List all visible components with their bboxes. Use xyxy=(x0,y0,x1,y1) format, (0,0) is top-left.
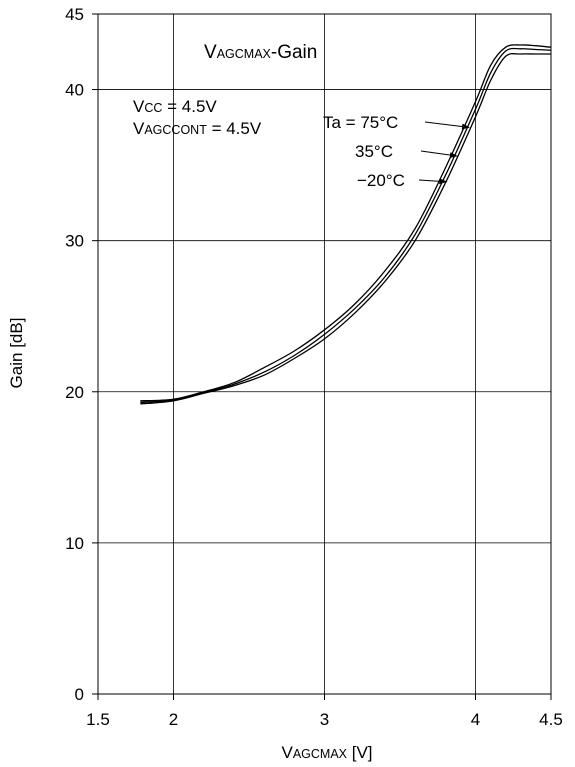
axis-ticks: 1.5 2 3 4 4.5 0 10 20 30 40 45 xyxy=(65,5,563,729)
y-tick-label: 40 xyxy=(65,81,84,100)
y-tick-label: 0 xyxy=(75,685,84,704)
y-tick-label: 30 xyxy=(65,232,84,251)
series-line-1 xyxy=(140,47,552,404)
x-axis-label: VAGCMAX [V] xyxy=(281,743,372,762)
series-label-0: Ta = 75°C xyxy=(323,113,398,132)
series-annotations: Ta = 75°C 35°C −20°C xyxy=(323,113,470,190)
series-label-leader-2 xyxy=(418,178,448,185)
y-tick-label: 20 xyxy=(65,383,84,402)
grid xyxy=(98,14,551,694)
series-label-leader-0 xyxy=(424,121,470,130)
series-label-1: 35°C xyxy=(355,142,393,161)
y-tick-label: 10 xyxy=(65,534,84,553)
condition-vcc: VCC = 4.5V xyxy=(133,97,217,116)
x-tick-label: 4 xyxy=(471,710,480,729)
x-tick-label: 1.5 xyxy=(86,710,110,729)
series-line-2 xyxy=(140,53,551,405)
x-tick-label: 4.5 xyxy=(539,710,563,729)
series-line-0 xyxy=(140,44,552,402)
y-tick-label: 45 xyxy=(65,5,84,24)
series-lines xyxy=(140,44,552,405)
chart-title: VAGCMAX-Gain xyxy=(204,42,317,63)
series-label-2: −20°C xyxy=(357,171,405,190)
series-label-leader-1 xyxy=(420,150,458,159)
y-axis-label: Gain [dB] xyxy=(7,318,26,389)
condition-vagccont: VAGCCONT = 4.5V xyxy=(133,119,262,138)
x-tick-label: 2 xyxy=(169,710,178,729)
x-tick-label: 3 xyxy=(320,710,329,729)
